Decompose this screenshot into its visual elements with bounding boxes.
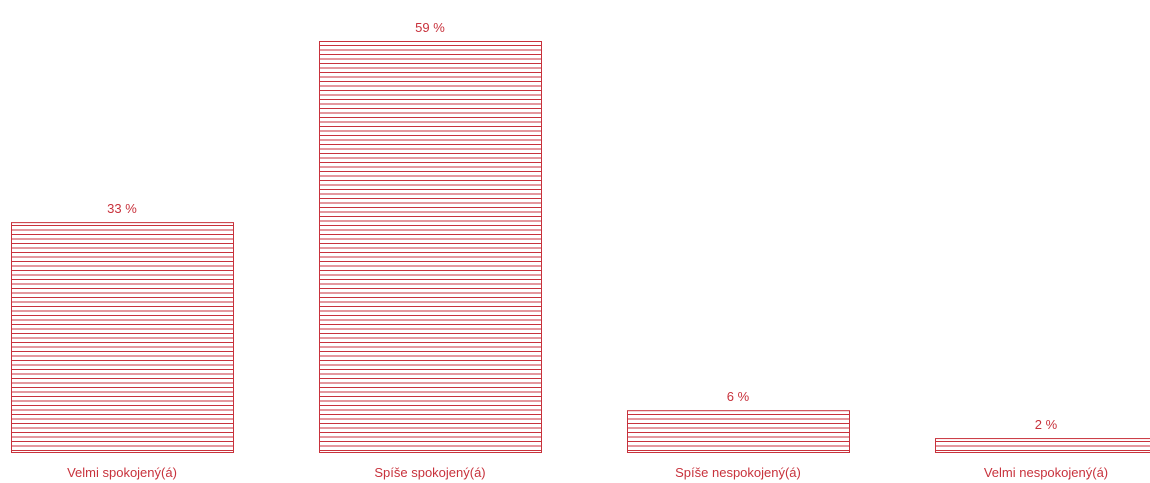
- bar: [935, 438, 1150, 454]
- bar-value-label: 6 %: [727, 389, 750, 404]
- bar: [11, 222, 234, 453]
- category-label: Velmi spokojený(á): [67, 465, 177, 480]
- bar-value-label: 59 %: [415, 20, 445, 35]
- bars-group: [11, 41, 1150, 454]
- bar: [319, 41, 542, 453]
- value-labels-group: 33 % 59 % 6 % 2 %: [107, 20, 1057, 432]
- category-labels-group: Velmi spokojený(á) Spíše spokojený(á) Spíš…: [67, 465, 1108, 480]
- category-label: Spíše spokojený(á): [374, 465, 485, 480]
- category-label: Spíše nespokojený(á): [675, 465, 801, 480]
- bar: [627, 410, 850, 454]
- category-label: Velmi nespokojený(á): [984, 465, 1108, 480]
- bar-value-label: 33 %: [107, 201, 137, 216]
- bar-value-label: 2 %: [1035, 417, 1058, 432]
